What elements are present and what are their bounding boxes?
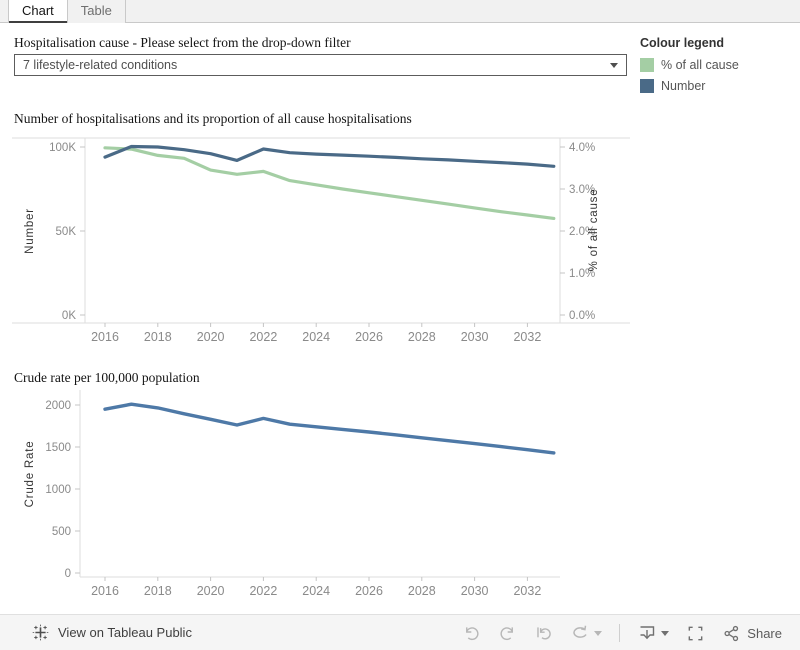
legend-item-pct[interactable]: % of all cause (640, 58, 795, 72)
tick-label: 2028 (408, 584, 436, 598)
share-icon (724, 625, 739, 641)
colour-legend: Colour legend % of all cause Number (640, 36, 795, 100)
tick-label: 2024 (302, 330, 330, 344)
tabbar-spacer (0, 0, 8, 22)
sheet-tabbar: Chart Table (0, 0, 800, 23)
replay-button[interactable] (534, 624, 553, 643)
crude-rate-series-line[interactable] (103, 402, 556, 455)
tick-label: 100K (49, 142, 76, 154)
tick-label: 2018 (144, 584, 172, 598)
tick-label: 0.0% (569, 310, 595, 322)
redo-icon (500, 626, 514, 640)
number-series-line[interactable] (103, 144, 556, 168)
pct-series-line[interactable] (103, 146, 556, 221)
tick-label: 0K (62, 310, 76, 322)
tick-label: 2000 (45, 400, 71, 412)
tick-label: 2.0% (569, 226, 595, 238)
undo-button[interactable] (462, 624, 481, 643)
tableau-logo-icon (32, 624, 49, 641)
chart1-title: Number of hospitalisations and its propo… (14, 111, 412, 126)
filter-label: Hospitalisation cause - Please select fr… (14, 35, 351, 50)
tick-label: 2016 (91, 584, 119, 598)
legend-item-number[interactable]: Number (640, 79, 795, 93)
tab-table[interactable]: Table (67, 0, 126, 23)
download-button[interactable] (637, 623, 670, 643)
tick-label: 2022 (249, 584, 277, 598)
tick-label: 1000 (45, 484, 71, 496)
pct-swatch-icon (640, 58, 654, 72)
refresh-caret-icon (594, 630, 603, 636)
crude-rate-line-chart[interactable]: 0 500 1000 1500 2000 2016 2018 2020 2022 2024 2026… (0, 388, 640, 606)
dual-axis-line-chart[interactable]: 0K 50K 100K 0.0% 1.0% 2.0% 3.0% 4.0% 2016 2018 202… (0, 130, 640, 362)
tick-label: 2030 (461, 584, 489, 598)
toolbar-divider (619, 624, 621, 642)
number-swatch-icon (640, 79, 654, 93)
tick-label: 2018 (144, 330, 172, 344)
chart2-y-axis-title: Crude Rate (24, 440, 36, 508)
replay-icon (537, 626, 552, 640)
tick-label: 2020 (197, 584, 225, 598)
chart1-left-axis-title: Number (24, 208, 36, 254)
legend-title: Colour legend (640, 36, 725, 50)
view-on-tableau-public-link[interactable]: View on Tableau Public (32, 624, 192, 641)
tick-label: 2026 (355, 584, 383, 598)
tick-label: 2020 (197, 330, 225, 344)
chart2-title: Crude rate per 100,000 population (14, 370, 200, 385)
tick-label: 2026 (355, 330, 383, 344)
tick-label: 2024 (302, 584, 330, 598)
share-button[interactable]: Share (722, 624, 782, 643)
tick-label: 2030 (461, 330, 489, 344)
hospitalisation-cause-dropdown[interactable]: 7 lifestyle-related conditions (14, 54, 627, 76)
tick-label: 2032 (513, 584, 541, 598)
fullscreen-button[interactable] (686, 624, 705, 643)
tick-label: 1.0% (569, 268, 595, 280)
tableau-footer-toolbar: View on Tableau Public (0, 614, 800, 650)
tick-label: 4.0% (569, 142, 595, 154)
tick-label: 0 (65, 568, 71, 580)
refresh-button[interactable] (570, 623, 603, 643)
tick-label: 2016 (91, 330, 119, 344)
chart1-right-axis-title: % of all cause (588, 188, 600, 272)
download-caret-icon (661, 630, 670, 636)
tick-label: 2032 (513, 330, 541, 344)
tick-label: 50K (56, 226, 77, 238)
tick-label: 2022 (249, 330, 277, 344)
tab-chart[interactable]: Chart (8, 0, 68, 23)
fullscreen-icon (688, 626, 703, 640)
undo-icon (466, 626, 479, 640)
download-icon (640, 626, 655, 640)
tick-label: 500 (52, 526, 71, 538)
tick-label: 3.0% (569, 184, 595, 196)
dropdown-selected-value: 7 lifestyle-related conditions (23, 58, 178, 72)
toolbar-buttons: Share (445, 615, 782, 650)
tick-label: 1500 (45, 442, 71, 454)
refresh-icon (573, 625, 587, 638)
chevron-down-icon (610, 62, 618, 68)
redo-button[interactable] (498, 624, 517, 643)
tick-label: 2028 (408, 330, 436, 344)
